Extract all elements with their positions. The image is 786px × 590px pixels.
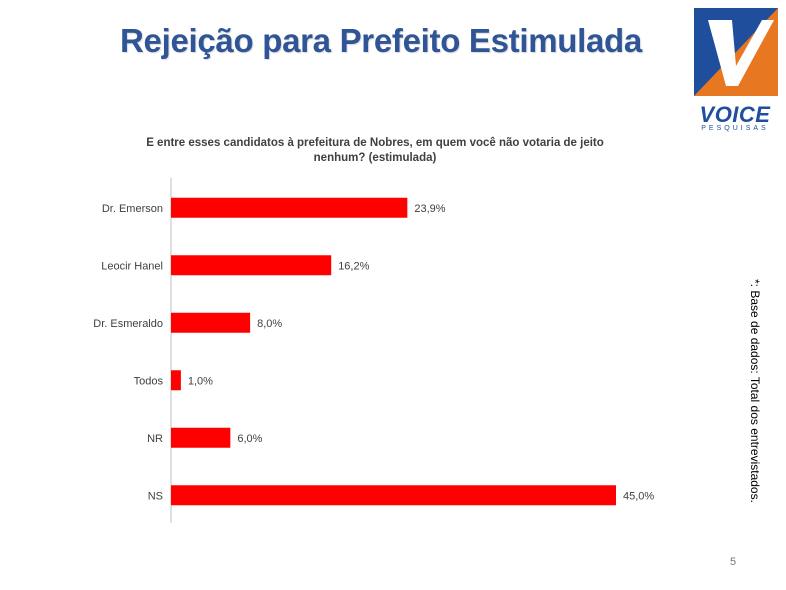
category-label: NR [147, 433, 163, 445]
voice-logo: VOICE PESQUISAS [690, 6, 780, 132]
bars-group: Dr. Emerson 23,9% Leocir Hanel 16,2% Dr. Esm… [93, 197, 654, 506]
chart-title-line-2: nenhum? (estimulada) [313, 152, 437, 164]
category-label: NS [148, 490, 163, 502]
logo-word: VOICE [699, 102, 771, 127]
value-label: 1,0% [188, 375, 213, 387]
chart-title: E entre esses candidatos à prefeitura de… [140, 136, 610, 166]
bar-dr-esmeraldo [171, 312, 251, 333]
bar-ns [171, 485, 616, 506]
voice-logo-mark [694, 8, 778, 96]
category-label: Leocir Hanel [101, 260, 163, 272]
logo-subword: PESQUISAS [701, 125, 769, 132]
chart-title-line-1: E entre esses candidatos à prefeitura de… [146, 137, 604, 149]
value-label: 23,9% [414, 203, 445, 215]
bar-dr-emerson [171, 197, 408, 218]
value-label: 16,2% [338, 260, 369, 272]
category-label: Dr. Esmeraldo [93, 318, 163, 330]
page-number: 5 [730, 556, 737, 568]
category-label: Todos [134, 375, 164, 387]
bar-todos [171, 370, 181, 391]
bar-leocir-hanel [171, 255, 332, 276]
category-label: Dr. Emerson [102, 203, 163, 215]
value-label: 6,0% [237, 433, 262, 445]
value-label: 45,0% [623, 490, 654, 502]
slide-title: Rejeição para Prefeito Estimulada [120, 22, 642, 59]
base-note: *: Base de dados: Total dos entrevistado… [748, 279, 762, 503]
value-label: 8,0% [257, 318, 282, 330]
bar-nr [171, 427, 231, 448]
